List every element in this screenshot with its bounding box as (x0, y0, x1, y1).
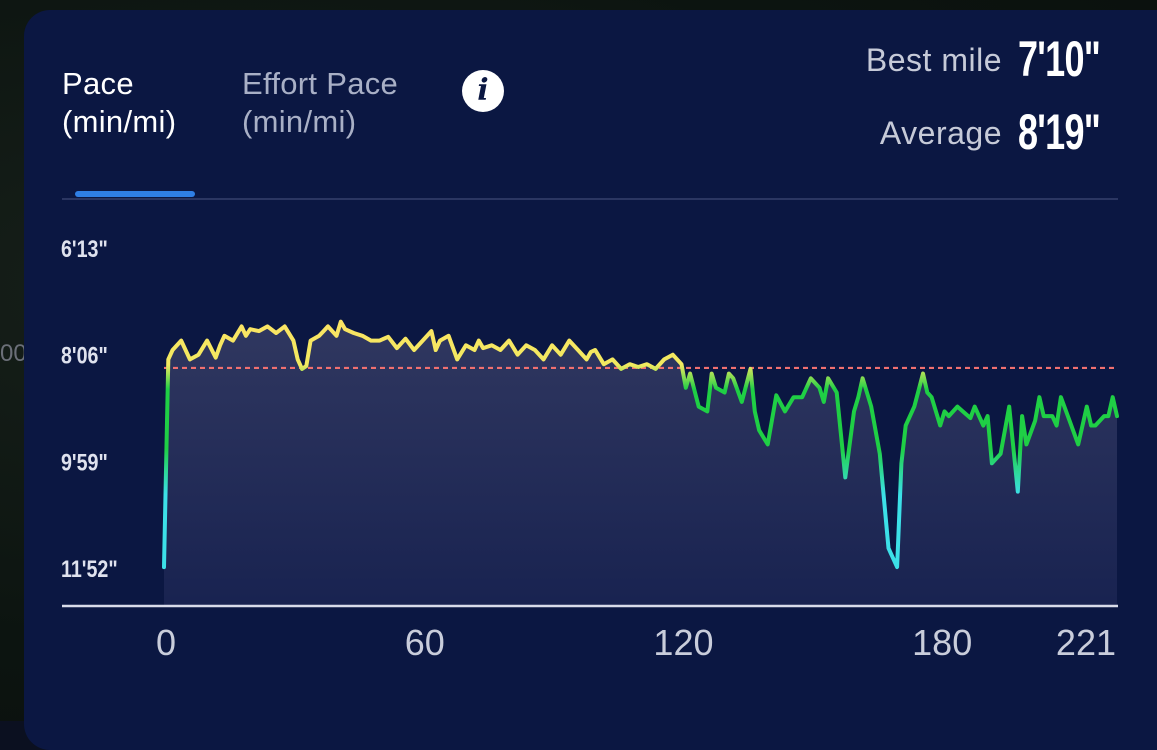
tab-pace[interactable]: Pace (min/mi) (62, 66, 177, 139)
x-tick-label: 180 (912, 622, 972, 663)
best-mile-label: Best mile (865, 42, 1002, 78)
average-value: 8'19" (1018, 104, 1101, 160)
y-tick-label: 8'06" (61, 342, 108, 369)
backdrop-label-fragment: 00 (0, 340, 27, 367)
pace-series-line (162, 319, 1119, 570)
pace-area-fill (164, 321, 1117, 606)
y-tick-label: 11'52" (61, 555, 118, 582)
pace-chart: 6'13" 8'06" 9'59" 11'52" 0 60 120 180 221 (61, 235, 1119, 663)
x-tick-label: 221 (1056, 622, 1116, 663)
best-mile-value: 7'10" (1018, 31, 1101, 87)
x-tick-label: 120 (653, 622, 713, 663)
x-tick-label: 60 (405, 622, 445, 663)
x-tick-label: 0 (156, 622, 176, 663)
y-tick-label: 9'59" (61, 448, 108, 475)
y-tick-label: 6'13" (61, 235, 108, 262)
active-tab-indicator (75, 191, 195, 197)
tab-divider (62, 198, 1118, 200)
average-label: Average (879, 115, 1002, 151)
tab-effort-pace[interactable]: Effort Pace (min/mi) (242, 66, 399, 139)
info-icon[interactable]: i (462, 70, 504, 112)
